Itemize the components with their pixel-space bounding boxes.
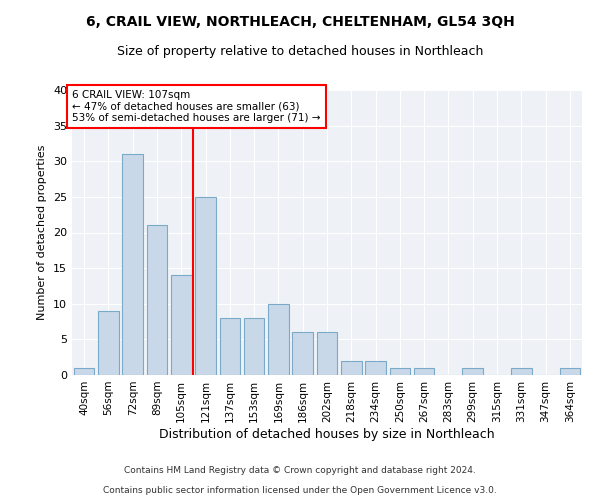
Bar <box>74 368 94 375</box>
Text: Size of property relative to detached houses in Northleach: Size of property relative to detached ho… <box>117 45 483 58</box>
Bar <box>317 332 337 375</box>
Bar <box>220 318 240 375</box>
Bar <box>389 368 410 375</box>
Bar <box>365 361 386 375</box>
Bar <box>195 197 216 375</box>
Bar <box>292 332 313 375</box>
Text: 6, CRAIL VIEW, NORTHLEACH, CHELTENHAM, GL54 3QH: 6, CRAIL VIEW, NORTHLEACH, CHELTENHAM, G… <box>86 15 514 29</box>
Bar <box>146 226 167 375</box>
Bar <box>341 361 362 375</box>
Bar <box>463 368 483 375</box>
Text: 6 CRAIL VIEW: 107sqm
← 47% of detached houses are smaller (63)
53% of semi-detac: 6 CRAIL VIEW: 107sqm ← 47% of detached h… <box>72 90 320 123</box>
Bar <box>268 304 289 375</box>
Bar <box>98 311 119 375</box>
Bar <box>171 275 191 375</box>
X-axis label: Distribution of detached houses by size in Northleach: Distribution of detached houses by size … <box>159 428 495 440</box>
Text: Contains HM Land Registry data © Crown copyright and database right 2024.: Contains HM Land Registry data © Crown c… <box>124 466 476 475</box>
Bar <box>122 154 143 375</box>
Bar <box>244 318 265 375</box>
Bar <box>414 368 434 375</box>
Y-axis label: Number of detached properties: Number of detached properties <box>37 145 47 320</box>
Text: Contains public sector information licensed under the Open Government Licence v3: Contains public sector information licen… <box>103 486 497 495</box>
Bar <box>511 368 532 375</box>
Bar <box>560 368 580 375</box>
